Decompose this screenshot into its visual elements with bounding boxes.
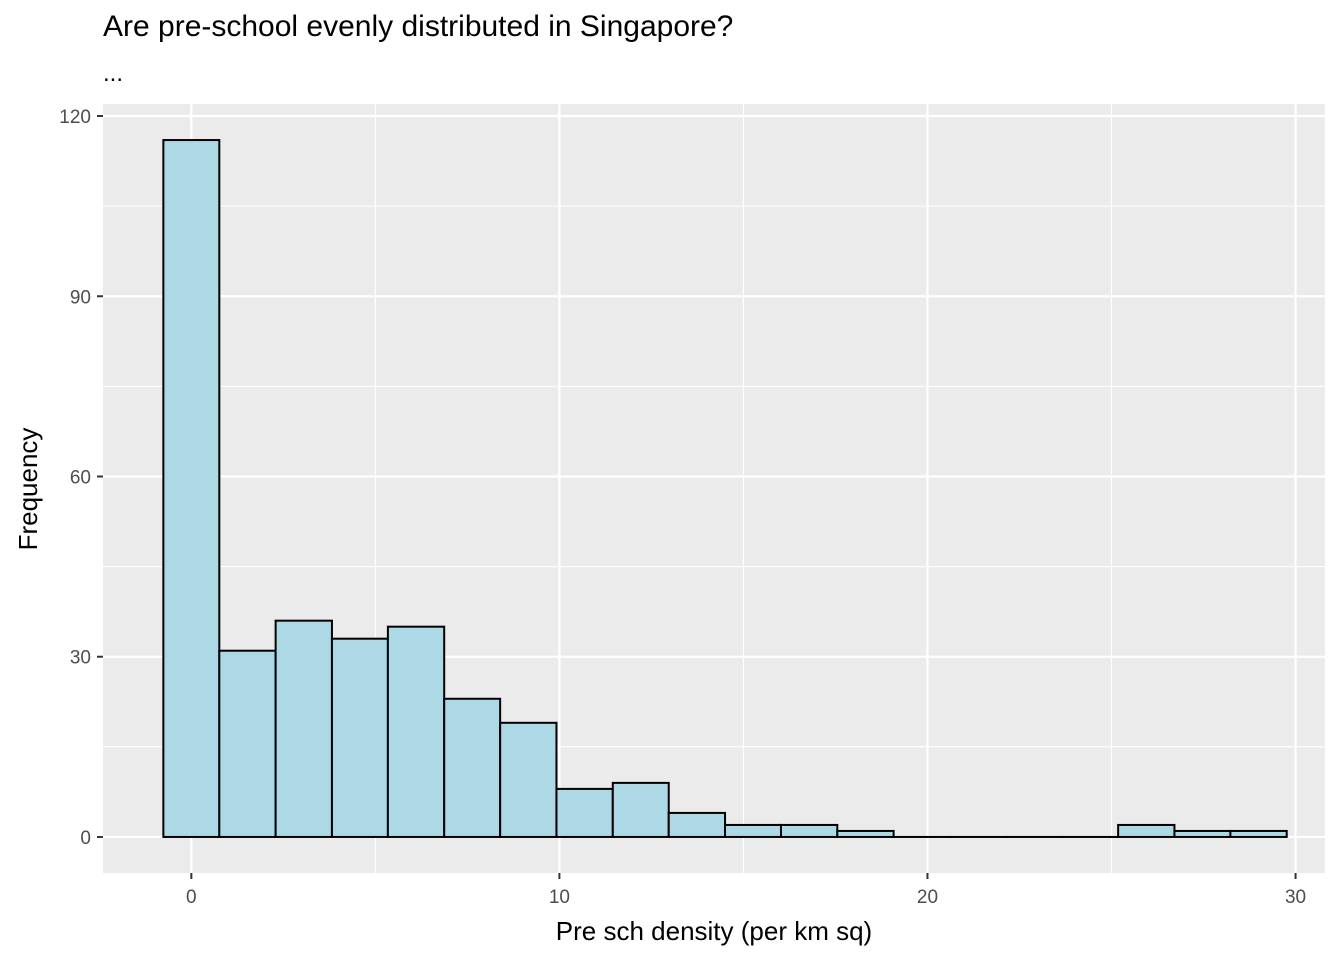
y-tick-label: 60 — [70, 467, 91, 488]
chart-subtitle: ... — [103, 60, 124, 87]
histogram-bar — [1173, 829, 1232, 838]
histogram-bar — [162, 139, 221, 838]
x-tick-label: 20 — [917, 887, 938, 908]
histogram-bar — [1117, 823, 1176, 838]
histogram-bar — [1229, 829, 1288, 838]
histogram-bar — [724, 823, 782, 838]
y-tick-label: 90 — [70, 287, 91, 308]
histogram-bar — [386, 625, 446, 838]
histogram-bars — [162, 139, 1288, 838]
histogram-bar — [443, 697, 502, 838]
histogram-bar — [330, 637, 389, 838]
x-tick-label: 0 — [186, 887, 197, 908]
y-tick-label: 30 — [70, 648, 91, 669]
histogram-bar — [667, 811, 727, 838]
major-gridlines — [103, 104, 1325, 873]
histogram-bar — [779, 823, 839, 838]
histogram-bar — [274, 619, 333, 838]
x-axis: 0 10 20 30 — [186, 873, 1306, 908]
histogram-bar — [555, 787, 614, 838]
x-tick-label: 10 — [549, 887, 570, 908]
x-tick-label: 30 — [1285, 887, 1306, 908]
histogram-bar — [611, 781, 670, 838]
y-tick-label: 120 — [59, 107, 91, 128]
histogram-bar — [499, 721, 558, 838]
chart-title: Are pre-school evenly distributed in Sin… — [103, 10, 734, 43]
y-tick-label: 0 — [80, 828, 91, 849]
histogram-bar — [836, 829, 895, 838]
x-axis-title: Pre sch density (per km sq) — [556, 916, 872, 946]
y-axis: 0 30 60 90 120 — [59, 107, 103, 849]
histogram-bar — [218, 649, 277, 838]
y-axis-title: Frequency — [13, 428, 43, 551]
